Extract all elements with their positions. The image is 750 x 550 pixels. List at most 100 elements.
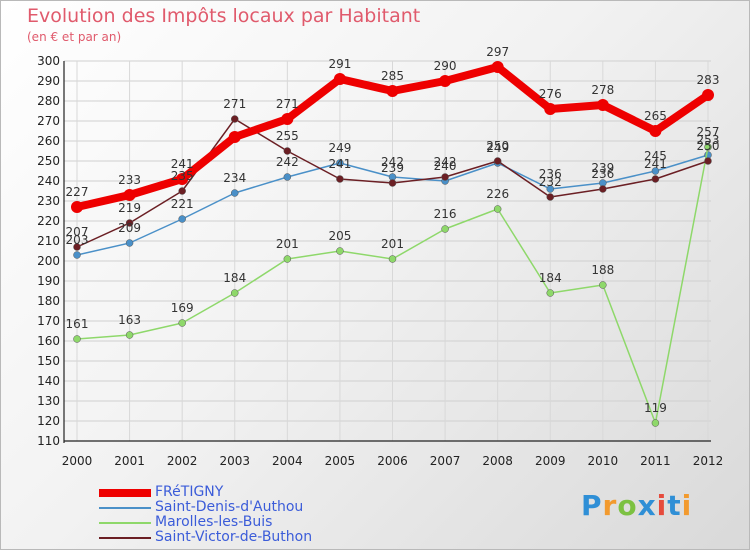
data-point: [283, 173, 292, 181]
data-point: [231, 115, 239, 123]
data-label: 241: [328, 157, 351, 171]
legend-label: Saint-Denis-d'Authou: [155, 499, 304, 515]
data-label: 239: [591, 161, 614, 175]
legend-label: FRéTIGNY: [155, 484, 224, 500]
legend-label: Marolles-les-Buis: [155, 514, 273, 530]
data-label: 291: [328, 57, 351, 71]
x-tick-label: 2010: [588, 454, 619, 468]
data-point: [649, 125, 662, 137]
data-label: 207: [66, 225, 89, 239]
series-lines: [71, 61, 714, 427]
data-label: 241: [171, 157, 194, 171]
y-tick-label: 150: [37, 354, 60, 368]
data-point: [441, 173, 449, 181]
data-label: 250: [486, 139, 509, 153]
x-tick-label: 2008: [482, 454, 513, 468]
data-point: [333, 73, 346, 85]
y-tick-label: 190: [37, 274, 60, 288]
tick-labels: 110 120 130 140 150 160 170 180 190 200 210 220 230 2…: [37, 54, 723, 468]
data-point: [283, 147, 292, 155]
data-point: [441, 225, 449, 233]
x-tick-label: 2009: [535, 454, 566, 468]
data-label: 245: [644, 149, 667, 163]
y-tick-label: 120: [37, 414, 60, 428]
chart-subtitle: (en € et par an): [27, 30, 122, 44]
data-point: [599, 281, 607, 289]
legend-swatch: [99, 507, 151, 509]
x-tick-label: 2002: [167, 454, 198, 468]
data-label: 271: [223, 97, 246, 111]
data-label: 219: [118, 201, 141, 215]
x-tick-label: 2001: [114, 454, 145, 468]
x-tick-label: 2003: [219, 454, 250, 468]
data-label: 236: [539, 167, 562, 181]
y-tick-label: 260: [37, 134, 60, 148]
data-label: 249: [328, 141, 351, 155]
data-label: 169: [171, 301, 194, 315]
logo-letter: i: [681, 489, 693, 522]
data-label: 265: [644, 109, 667, 123]
data-point: [544, 103, 557, 115]
data-point: [125, 331, 134, 339]
data-point: [73, 335, 81, 343]
data-point: [493, 157, 502, 165]
legend-label: Saint-Victor-de-Buthon: [155, 529, 313, 545]
x-tick-label: 2012: [693, 454, 724, 468]
y-tick-label: 200: [37, 254, 60, 268]
data-point: [228, 131, 241, 143]
data-point: [386, 85, 399, 97]
data-label: 234: [223, 171, 246, 185]
data-label: 285: [381, 69, 404, 83]
y-tick-label: 240: [37, 174, 60, 188]
data-point: [702, 89, 714, 101]
logo-letter: P: [581, 489, 603, 522]
proxiti-logo: Proxiti: [581, 489, 692, 522]
logo-letter: o: [617, 489, 638, 522]
data-label: 242: [434, 155, 457, 169]
data-label: 188: [591, 263, 614, 277]
data-point: [178, 215, 186, 223]
data-point: [388, 179, 397, 187]
data-point: [388, 255, 397, 263]
data-point: [546, 289, 554, 297]
data-label: 203: [66, 233, 89, 247]
data-label: 161: [66, 317, 89, 331]
data-label: 201: [381, 237, 404, 251]
data-point: [178, 187, 186, 195]
data-point: [491, 61, 504, 73]
data-point: [176, 173, 189, 185]
data-point: [546, 185, 554, 193]
y-tick-label: 170: [37, 314, 60, 328]
data-point: [651, 175, 660, 183]
logo-letter: x: [637, 489, 657, 522]
data-point: [651, 167, 660, 175]
legend-swatch: [99, 489, 151, 497]
x-tick-label: 2005: [325, 454, 356, 468]
data-point: [231, 289, 239, 297]
data-label: 236: [591, 167, 614, 181]
y-tick-label: 130: [37, 394, 60, 408]
data-point: [704, 143, 712, 151]
data-point: [125, 219, 134, 227]
data-point: [439, 75, 452, 87]
data-label: 241: [644, 157, 667, 171]
data-label: 209: [118, 221, 141, 235]
data-label: 227: [66, 185, 89, 199]
data-label: 283: [697, 73, 720, 87]
data-label: 250: [697, 139, 720, 153]
data-point: [281, 113, 294, 125]
legend-swatch: [99, 522, 151, 524]
data-label: 184: [223, 271, 246, 285]
x-tick-label: 2006: [377, 454, 408, 468]
x-tick-label: 2007: [430, 454, 461, 468]
x-tick-label: 2011: [640, 454, 671, 468]
data-point: [73, 251, 81, 259]
x-tick-label: 2000: [62, 454, 93, 468]
data-label: 249: [486, 141, 509, 155]
data-label: 253: [697, 133, 720, 147]
y-tick-label: 180: [37, 294, 60, 308]
data-point: [125, 239, 134, 247]
y-tick-label: 290: [37, 74, 60, 88]
